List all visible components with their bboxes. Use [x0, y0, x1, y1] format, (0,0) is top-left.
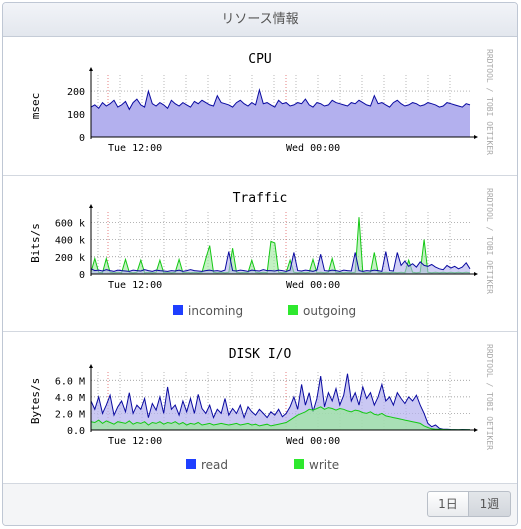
- traffic-y-tick-label: 600 k: [55, 218, 85, 229]
- cpu-area: [91, 89, 470, 137]
- disk-y-arrow: [89, 364, 93, 368]
- traffic-graph: Traffic RRDTOOL / TOBI OETIKER Bits/s 0 200 …: [29, 188, 494, 318]
- cpu-x-tick-label: Tue 12:00: [108, 143, 162, 154]
- cpu-graph: CPU RRDTOOL / TOBI OETIKER msec 0 100 200 Tue …: [29, 49, 494, 155]
- traffic-rrdtool-watermark: RRDTOOL / TOBI OETIKER: [485, 188, 494, 294]
- traffic-legend-swatch-incoming: [173, 305, 183, 315]
- disk-legend-label-read: read: [201, 458, 228, 472]
- traffic-x-arrow: [474, 272, 478, 276]
- disk-rrdtool-watermark: RRDTOOL / TOBI OETIKER: [485, 344, 494, 450]
- disk-read-line: [90, 373, 471, 431]
- disk-y-tick-label: 0.0: [67, 426, 85, 437]
- cpu-y-axis-label: msec: [29, 93, 42, 120]
- disk-write-line: [90, 406, 470, 431]
- cpu-rrdtool-watermark: RRDTOOL / TOBI OETIKER: [485, 49, 494, 155]
- cpu-line: [90, 87, 471, 111]
- disk-y-tick-label: 6.0 M: [55, 376, 85, 387]
- disk-y-tick-label: 4.0 M: [55, 393, 85, 404]
- disk-y-axis-label: Bytes/s: [29, 378, 42, 424]
- range-footer: 1日 1週: [3, 484, 517, 525]
- traffic-y-tick-label: 400 k: [55, 236, 85, 247]
- traffic-legend-label-outgoing: outgoing: [303, 304, 356, 318]
- traffic-y-tick-label: 200 k: [55, 253, 85, 264]
- cpu-x-arrow: [474, 135, 478, 139]
- traffic-graph-section: Traffic RRDTOOL / TOBI OETIKER Bits/s 0 200 …: [3, 176, 517, 332]
- range-day-button[interactable]: 1日: [427, 491, 469, 517]
- traffic-title: Traffic: [233, 191, 288, 206]
- range-week-button[interactable]: 1週: [468, 491, 511, 517]
- disk-title: DISK I/O: [229, 347, 292, 362]
- traffic-y-axis-label: Bits/s: [29, 223, 42, 263]
- traffic-y-tick-label: 0: [79, 270, 85, 281]
- traffic-legend-label-incoming: incoming: [188, 304, 243, 318]
- disk-x-tick-label: Tue 12:00: [108, 436, 162, 447]
- cpu-y-tick-label: 0: [79, 133, 85, 144]
- cpu-y-tick-label: 200: [67, 87, 85, 98]
- cpu-y-tick-label: 100: [67, 110, 85, 121]
- disk-graph: DISK I/O RRDTOOL / TOBI OETIKER Bytes/s 0.0…: [29, 344, 494, 472]
- disk-graph-section: DISK I/O RRDTOOL / TOBI OETIKER Bytes/s 0.0…: [3, 332, 517, 484]
- disk-y-tick-label: 2.0 M: [55, 409, 85, 420]
- traffic-incoming-line: [90, 251, 471, 272]
- traffic-x-tick-label: Tue 12:00: [108, 280, 162, 291]
- disk-write-area: [91, 406, 470, 430]
- cpu-y-arrow: [89, 67, 93, 71]
- traffic-y-arrow: [89, 204, 93, 208]
- disk-legend-swatch-read: [186, 459, 196, 469]
- cpu-title: CPU: [248, 52, 271, 67]
- disk-legend-swatch-write: [294, 459, 304, 469]
- cpu-graph-section: CPU RRDTOOL / TOBI OETIKER msec 0 100 200 Tue …: [3, 37, 517, 176]
- disk-x-tick-label: Wed 00:00: [286, 436, 340, 447]
- traffic-x-tick-label: Wed 00:00: [286, 280, 340, 291]
- disk-x-arrow: [474, 428, 478, 432]
- traffic-legend-swatch-outgoing: [288, 305, 298, 315]
- panel-title: リソース情報: [3, 3, 517, 37]
- cpu-x-tick-label: Wed 00:00: [286, 143, 340, 154]
- disk-legend-label-write: write: [309, 458, 339, 472]
